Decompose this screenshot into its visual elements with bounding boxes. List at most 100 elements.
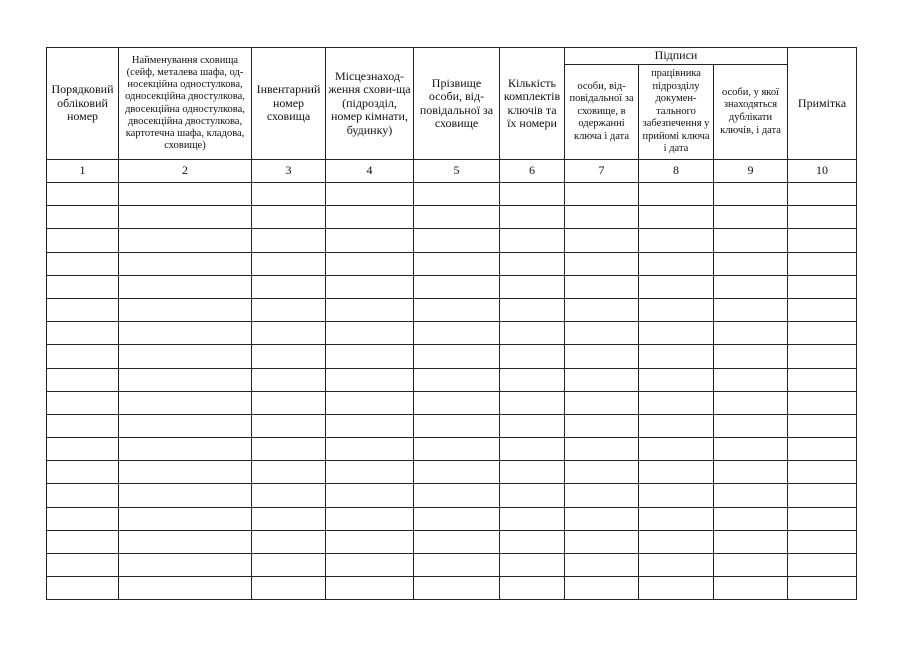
empty-cell[interactable] [564,297,639,323]
empty-cell[interactable] [499,506,565,531]
empty-cell[interactable] [118,274,252,299]
empty-cell[interactable] [712,228,789,253]
empty-cell[interactable] [712,529,789,555]
empty-cell[interactable] [413,321,500,346]
empty-cell[interactable] [638,506,714,531]
empty-cell[interactable] [499,321,565,346]
empty-cell[interactable] [638,413,714,439]
empty-cell[interactable] [499,181,565,207]
empty-cell[interactable] [564,181,639,207]
empty-cell[interactable] [712,413,789,439]
empty-cell[interactable] [46,297,119,323]
empty-cell[interactable] [499,344,565,369]
empty-cell[interactable] [638,274,714,299]
empty-cell[interactable] [787,181,858,207]
empty-cell[interactable] [118,228,252,253]
empty-cell[interactable] [46,576,119,601]
empty-cell[interactable] [325,390,414,415]
empty-cell[interactable] [46,205,119,230]
empty-cell[interactable] [46,274,119,299]
empty-cell[interactable] [118,344,252,369]
empty-cell[interactable] [413,437,500,462]
empty-cell[interactable] [712,251,789,276]
empty-cell[interactable] [564,344,639,369]
empty-cell[interactable] [787,205,858,230]
empty-cell[interactable] [325,181,414,207]
empty-cell[interactable] [638,390,714,415]
empty-cell[interactable] [251,181,326,207]
empty-cell[interactable] [712,367,789,392]
empty-cell[interactable] [46,390,119,415]
empty-cell[interactable] [564,576,639,601]
empty-cell[interactable] [787,390,858,415]
empty-cell[interactable] [499,483,565,508]
empty-cell[interactable] [564,367,639,392]
empty-cell[interactable] [118,576,252,601]
empty-cell[interactable] [638,181,714,207]
empty-cell[interactable] [787,413,858,439]
empty-cell[interactable] [251,390,326,415]
empty-cell[interactable] [787,297,858,323]
empty-cell[interactable] [251,205,326,230]
empty-cell[interactable] [325,274,414,299]
empty-cell[interactable] [712,506,789,531]
empty-cell[interactable] [251,367,326,392]
empty-cell[interactable] [564,205,639,230]
empty-cell[interactable] [46,460,119,485]
empty-cell[interactable] [712,437,789,462]
empty-cell[interactable] [499,251,565,276]
empty-cell[interactable] [564,274,639,299]
empty-cell[interactable] [413,506,500,531]
empty-cell[interactable] [413,228,500,253]
empty-cell[interactable] [251,297,326,323]
empty-cell[interactable] [413,529,500,555]
empty-cell[interactable] [712,274,789,299]
empty-cell[interactable] [118,529,252,555]
empty-cell[interactable] [118,181,252,207]
empty-cell[interactable] [325,205,414,230]
empty-cell[interactable] [325,228,414,253]
empty-cell[interactable] [787,344,858,369]
empty-cell[interactable] [325,321,414,346]
empty-cell[interactable] [564,251,639,276]
empty-cell[interactable] [638,344,714,369]
empty-cell[interactable] [499,576,565,601]
empty-cell[interactable] [564,460,639,485]
empty-cell[interactable] [413,367,500,392]
empty-cell[interactable] [787,529,858,555]
empty-cell[interactable] [638,321,714,346]
empty-cell[interactable] [325,460,414,485]
empty-cell[interactable] [638,205,714,230]
empty-cell[interactable] [46,251,119,276]
empty-cell[interactable] [564,552,639,578]
empty-cell[interactable] [251,552,326,578]
empty-cell[interactable] [118,321,252,346]
empty-cell[interactable] [787,460,858,485]
empty-cell[interactable] [499,205,565,230]
empty-cell[interactable] [564,413,639,439]
empty-cell[interactable] [712,321,789,346]
empty-cell[interactable] [413,344,500,369]
empty-cell[interactable] [46,181,119,207]
empty-cell[interactable] [499,274,565,299]
empty-cell[interactable] [325,506,414,531]
empty-cell[interactable] [251,529,326,555]
empty-cell[interactable] [499,413,565,439]
empty-cell[interactable] [413,576,500,601]
empty-cell[interactable] [46,529,119,555]
empty-cell[interactable] [413,205,500,230]
empty-cell[interactable] [638,297,714,323]
empty-cell[interactable] [712,181,789,207]
empty-cell[interactable] [325,437,414,462]
empty-cell[interactable] [638,228,714,253]
empty-cell[interactable] [712,483,789,508]
empty-cell[interactable] [499,297,565,323]
empty-cell[interactable] [638,529,714,555]
empty-cell[interactable] [787,437,858,462]
empty-cell[interactable] [46,506,119,531]
empty-cell[interactable] [564,437,639,462]
empty-cell[interactable] [251,413,326,439]
empty-cell[interactable] [638,367,714,392]
empty-cell[interactable] [564,390,639,415]
empty-cell[interactable] [251,344,326,369]
